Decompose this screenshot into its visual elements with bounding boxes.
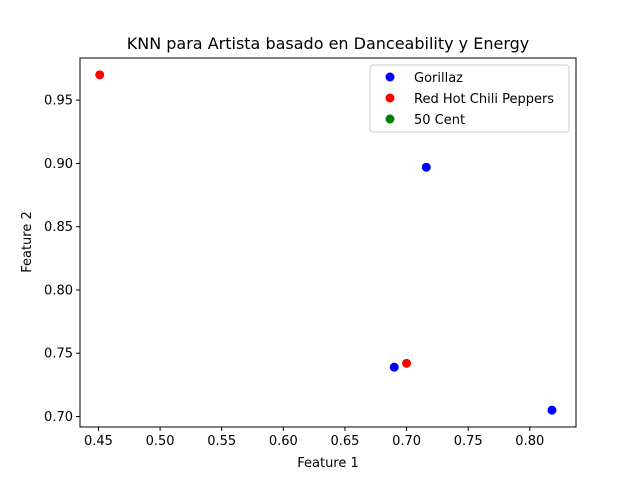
legend-marker-red-hot-chili-peppers xyxy=(385,93,395,103)
y-tick-label: 0.75 xyxy=(44,347,73,362)
y-tick-label: 0.70 xyxy=(44,410,73,425)
legend-marker-50-cent xyxy=(385,114,395,124)
legend: Gorillaz Red Hot Chili Peppers 50 Cent xyxy=(369,64,570,133)
chart-title: KNN para Artista basado en Danceability … xyxy=(127,34,530,53)
y-axis: 0.70 0.75 0.80 0.85 0.90 0.95 xyxy=(44,94,80,425)
x-tick-label: 0.60 xyxy=(269,434,298,449)
data-point-gorillaz xyxy=(421,162,431,172)
y-tick-label: 0.85 xyxy=(44,220,73,235)
x-tick-label: 0.75 xyxy=(454,434,483,449)
y-axis-label: Feature 2 xyxy=(20,211,35,273)
legend-label-red-hot-chili-peppers: Red Hot Chili Peppers xyxy=(414,92,554,107)
x-tick-label: 0.65 xyxy=(330,434,359,449)
x-tick-label: 0.50 xyxy=(146,434,175,449)
data-points xyxy=(95,70,557,415)
legend-marker-gorillaz xyxy=(385,72,395,82)
data-point-red-hot-chili-peppers xyxy=(95,70,105,80)
x-axis-label: Feature 1 xyxy=(297,456,359,471)
y-tick-label: 0.90 xyxy=(44,157,73,172)
x-axis: 0.45 0.50 0.55 0.60 0.65 0.70 0.75 0.80 xyxy=(84,427,544,449)
legend-label-50-cent: 50 Cent xyxy=(414,113,465,128)
x-tick-label: 0.70 xyxy=(392,434,421,449)
x-tick-label: 0.55 xyxy=(207,434,236,449)
legend-frame xyxy=(369,64,570,133)
data-point-gorillaz xyxy=(547,405,557,415)
x-tick-label: 0.45 xyxy=(84,434,113,449)
y-tick-label: 0.80 xyxy=(44,283,73,298)
x-tick-label: 0.80 xyxy=(515,434,544,449)
data-point-red-hot-chili-peppers xyxy=(402,358,412,368)
y-tick-label: 0.95 xyxy=(44,94,73,109)
data-point-gorillaz xyxy=(389,362,399,372)
legend-label-gorillaz: Gorillaz xyxy=(414,71,463,86)
